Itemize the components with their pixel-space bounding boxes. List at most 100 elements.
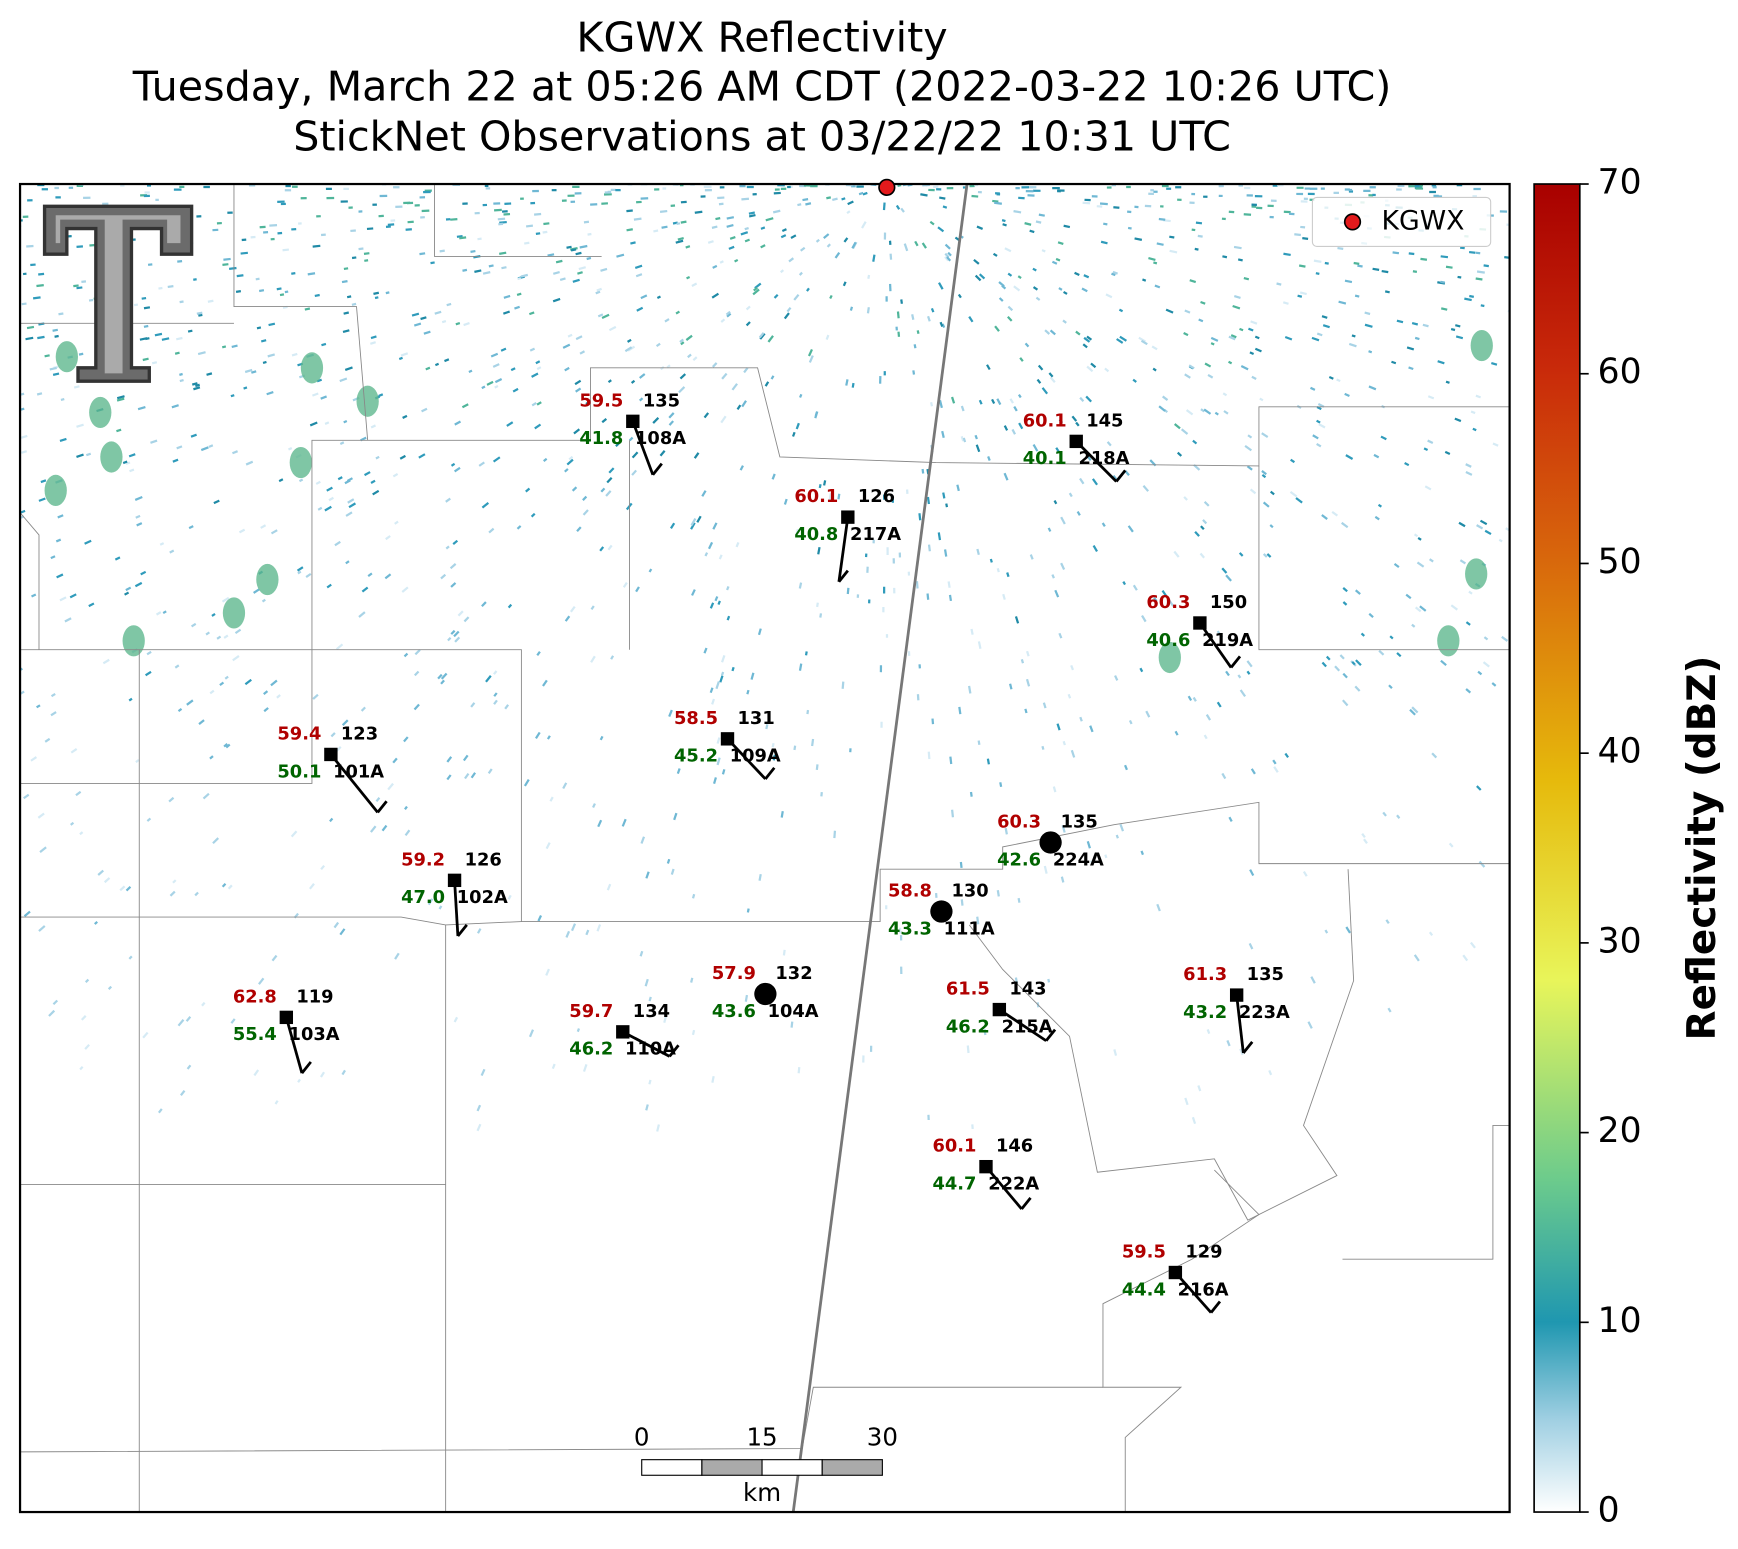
radar-echo xyxy=(634,264,643,270)
colorbar-tick-label: 70 xyxy=(1598,163,1642,203)
station-id: 215A xyxy=(1002,1016,1053,1037)
radar-echo xyxy=(459,236,467,240)
radar-echo xyxy=(808,355,814,363)
radar-echo xyxy=(70,821,75,826)
radar-echo xyxy=(1246,670,1251,675)
radar-echo xyxy=(719,675,724,683)
radar-echo xyxy=(1396,814,1401,819)
radar-echo xyxy=(263,231,269,234)
radar-echo xyxy=(1203,408,1212,415)
radar-echo xyxy=(1124,764,1128,771)
radar-echo xyxy=(846,587,850,595)
radar-echo xyxy=(615,441,622,448)
radar-echo xyxy=(911,314,915,321)
radar-echo xyxy=(54,334,59,338)
radar-echo xyxy=(568,455,574,461)
radar-echo xyxy=(1244,186,1251,190)
radar-echo xyxy=(291,185,298,188)
radar-echo xyxy=(141,296,147,300)
wind-barb xyxy=(1020,1196,1032,1210)
radar-echo xyxy=(564,468,569,473)
radar-echo xyxy=(545,842,551,850)
radar-echo xyxy=(574,192,582,195)
radar-echo xyxy=(1221,772,1227,780)
wind-barb xyxy=(284,1016,304,1074)
radar-echo xyxy=(1018,196,1025,200)
dewpoint: 40.8 xyxy=(794,524,838,545)
radar-echo xyxy=(344,479,351,485)
temperature: 60.3 xyxy=(997,811,1041,832)
radar-echo xyxy=(1368,350,1373,354)
radar-echo xyxy=(1055,257,1061,262)
radar-echo xyxy=(883,232,887,240)
radar-echo xyxy=(1174,730,1179,736)
radar-echo xyxy=(366,227,374,231)
radar-echo xyxy=(379,194,388,198)
radar-echo xyxy=(888,283,892,292)
radar-echo xyxy=(503,310,510,315)
radar-echo xyxy=(258,977,265,985)
radar-echo xyxy=(420,216,425,219)
radar-echo xyxy=(1112,270,1118,275)
wind-barb xyxy=(1198,622,1233,669)
radar-echo xyxy=(536,366,542,371)
radar-echo xyxy=(507,894,512,900)
radar-echo xyxy=(586,256,592,261)
radar-echo xyxy=(1114,675,1119,681)
radar-echo xyxy=(450,218,458,221)
station-id: 111A xyxy=(944,918,995,939)
radar-echo xyxy=(1158,641,1181,674)
radar-echo xyxy=(1154,284,1161,289)
radar-echo xyxy=(447,636,452,642)
radar-echo xyxy=(1316,419,1321,424)
station-id: 110A xyxy=(625,1039,676,1060)
radar-echo xyxy=(1128,719,1133,725)
radar-echo xyxy=(851,382,855,388)
radar-echo xyxy=(498,222,504,226)
radar-echo xyxy=(885,634,889,638)
radar-echo xyxy=(1002,223,1007,227)
radar-echo xyxy=(1321,661,1327,668)
radar-echo xyxy=(895,204,901,210)
radar-echo xyxy=(128,955,133,960)
radar-echo xyxy=(736,404,742,410)
radar-echo xyxy=(125,886,132,892)
radar-echo xyxy=(740,231,749,236)
radar-echo xyxy=(1221,567,1228,574)
radar-echo xyxy=(1158,217,1166,221)
radar-echo xyxy=(802,198,809,202)
radar-echo xyxy=(721,769,726,775)
radar-echo xyxy=(734,258,739,263)
radar-echo xyxy=(1144,204,1152,208)
radar-echo xyxy=(446,774,452,781)
radar-echo xyxy=(1465,558,1488,590)
radar-echo xyxy=(741,197,750,201)
radar-echo xyxy=(624,346,633,353)
radar-echo xyxy=(590,605,595,610)
radar-echo xyxy=(284,290,289,294)
radar-echo xyxy=(926,593,930,600)
radar-echo xyxy=(38,272,45,276)
radar-echo xyxy=(978,273,986,280)
radar-echo xyxy=(209,689,215,695)
radar-echo xyxy=(798,271,803,276)
radar-echo xyxy=(195,383,200,388)
radar-echo xyxy=(238,528,246,534)
radar-echo xyxy=(394,952,400,960)
radar-echo xyxy=(1251,205,1257,208)
radar-echo xyxy=(452,539,459,545)
radar-echo xyxy=(564,615,571,622)
radar-echo xyxy=(914,240,919,247)
radar-echo xyxy=(703,647,708,654)
radar-echo xyxy=(279,293,285,297)
radar-echo xyxy=(263,690,269,695)
radar-echo xyxy=(741,400,747,408)
radar-echo xyxy=(48,1009,56,1017)
radar-echo xyxy=(1165,308,1174,314)
station-id: 219A xyxy=(1202,630,1253,651)
radar-echo xyxy=(370,825,377,833)
radar-echo xyxy=(615,188,621,192)
radar-echo xyxy=(1302,870,1308,877)
radar-echo xyxy=(116,428,122,433)
